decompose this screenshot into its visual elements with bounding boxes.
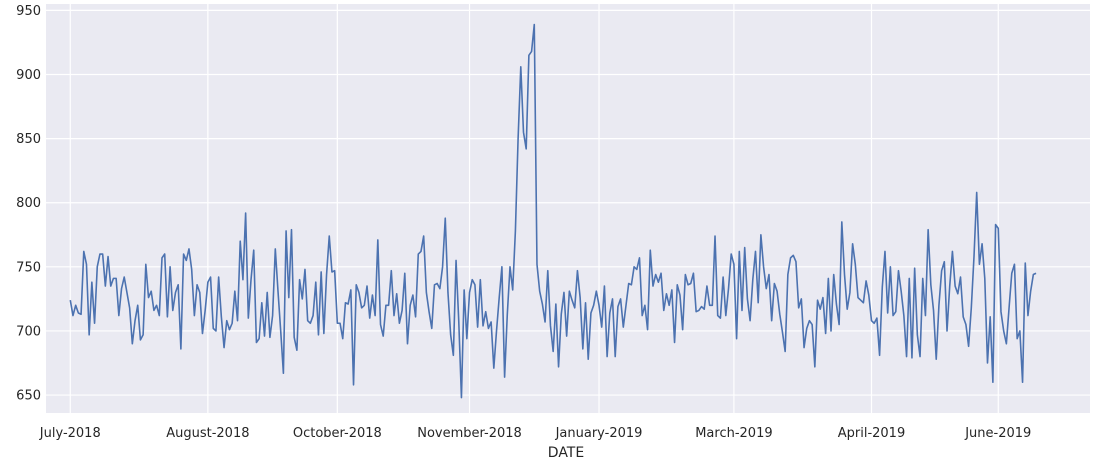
x-tick-label: November-2018 xyxy=(417,426,522,441)
plot-area xyxy=(46,4,1090,413)
x-tick-label: April-2019 xyxy=(838,426,906,441)
x-tick-label: July-2018 xyxy=(39,426,101,441)
x-tick-label: March-2019 xyxy=(695,426,772,441)
y-tick-label: 800 xyxy=(16,196,41,211)
y-tick-label: 750 xyxy=(16,260,41,275)
x-tick-label: August-2018 xyxy=(166,426,249,441)
x-gridlines xyxy=(69,4,999,413)
y-tick-label: 900 xyxy=(16,68,41,83)
y-tick-labels: 650 700 750 800 850 900 950 xyxy=(16,4,41,404)
y-tick-label: 950 xyxy=(16,4,41,19)
x-tick-label: January-2019 xyxy=(555,426,643,441)
x-tick-labels: July-2018 August-2018 October-2018 November… xyxy=(39,426,1032,441)
x-tick-label: October-2018 xyxy=(293,426,382,441)
x-tick-label: June-2019 xyxy=(964,426,1031,441)
x-axis-title: DATE xyxy=(548,445,584,461)
y-gridlines xyxy=(46,9,1090,396)
y-tick-label: 650 xyxy=(16,389,41,404)
series-line xyxy=(69,23,1037,399)
y-tick-label: 850 xyxy=(16,132,41,147)
y-tick-label: 700 xyxy=(16,324,41,339)
